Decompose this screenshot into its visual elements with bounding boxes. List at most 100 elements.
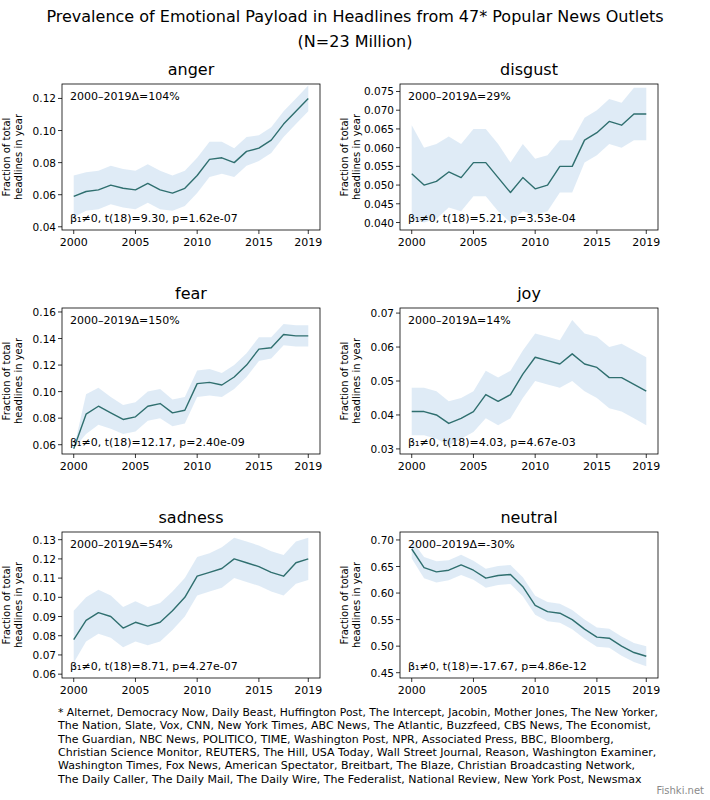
x-tick: [73, 230, 74, 234]
y-tick-label: 0.075: [364, 85, 394, 97]
annotation: β₁≠0, t(18)=5.21, p=3.53e-04: [408, 212, 576, 225]
y-tick: [58, 578, 62, 579]
y-tick-label: 0.03: [371, 443, 394, 455]
x-tick-label: 2010: [183, 684, 211, 697]
figure-title: Prevalence of Emotional Payload in Headl…: [46, 7, 663, 26]
x-tick-label: 2015: [245, 684, 273, 697]
y-tick-label: 0.13: [33, 534, 56, 546]
y-tick: [58, 635, 62, 636]
background: [0, 0, 710, 800]
y-tick-label: 0.08: [33, 412, 56, 424]
y-tick: [396, 128, 400, 129]
y-tick-label: 0.07: [371, 307, 394, 319]
x-tick-label: 2019: [632, 684, 660, 697]
data-line: [412, 549, 647, 656]
x-tick-label: 2005: [121, 684, 149, 697]
panel-title: joy: [516, 284, 541, 303]
y-tick: [58, 194, 62, 195]
y-tick-label: 0.06: [371, 341, 395, 353]
x-tick: [197, 454, 198, 458]
panel: sadness200020052010201520190.060.070.080…: [1, 508, 322, 697]
annotation: 2000–2019Δ=-30%: [408, 538, 515, 551]
confidence-band: [412, 88, 647, 223]
y-tick: [396, 313, 400, 314]
figure-title: (N=23 Million): [298, 32, 413, 51]
y-tick: [396, 166, 400, 167]
y-tick: [396, 347, 400, 348]
y-tick: [58, 98, 62, 99]
y-tick: [58, 391, 62, 392]
y-axis-label: Fraction of total: [339, 566, 350, 645]
data-line: [74, 335, 309, 449]
x-tick-label: 2000: [60, 236, 88, 249]
annotation: β₁≠0, t(18)=-17.67, p=4.86e-12: [408, 660, 587, 673]
figure: Prevalence of Emotional Payload in Headl…: [0, 0, 710, 800]
x-tick-label: 2019: [294, 684, 322, 697]
x-tick: [596, 678, 597, 682]
panel: fear200020052010201520190.060.080.100.12…: [1, 284, 322, 473]
x-tick: [258, 454, 259, 458]
y-tick: [396, 448, 400, 449]
data-line: [412, 114, 647, 193]
y-tick-label: 0.10: [33, 591, 56, 603]
x-tick-label: 2010: [183, 460, 211, 473]
footnote: Christian Science Monitor, REUTERS, The …: [58, 746, 656, 759]
footnote: The Daily Caller, The Daily Mail, The Da…: [57, 773, 642, 786]
y-tick: [58, 311, 62, 312]
data-line: [74, 559, 309, 640]
x-tick: [308, 678, 309, 682]
y-tick: [396, 91, 400, 92]
y-tick: [396, 593, 400, 594]
y-tick-label: 0.08: [33, 630, 56, 642]
y-tick: [396, 646, 400, 647]
watermark: Fishki.net: [656, 785, 704, 796]
y-tick-label: 0.04: [33, 221, 57, 233]
x-tick-label: 2000: [398, 460, 426, 473]
y-tick: [58, 162, 62, 163]
x-tick-label: 2019: [632, 460, 660, 473]
x-tick-label: 2015: [245, 460, 273, 473]
y-tick: [396, 566, 400, 567]
x-tick: [197, 678, 198, 682]
annotation: 2000–2019Δ=150%: [70, 314, 180, 327]
axes-frame: [62, 532, 320, 678]
x-tick: [535, 230, 536, 234]
x-tick: [473, 230, 474, 234]
y-tick-label: 0.65: [371, 561, 394, 573]
x-tick: [73, 454, 74, 458]
y-tick-label: 0.50: [371, 640, 394, 652]
y-tick-label: 0.09: [33, 611, 56, 623]
x-tick-label: 2015: [583, 684, 611, 697]
x-tick: [535, 678, 536, 682]
y-tick-label: 0.12: [33, 553, 56, 565]
x-tick-label: 2015: [583, 460, 611, 473]
y-axis-label: headlines in year: [13, 113, 24, 200]
y-tick-label: 0.05: [371, 375, 394, 387]
x-tick: [411, 230, 412, 234]
annotation: 2000–2019Δ=54%: [70, 538, 173, 551]
x-tick: [73, 678, 74, 682]
plot-area: [74, 538, 309, 663]
footnote: The Guardian, NBC News, POLITICO, TIME, …: [57, 733, 614, 746]
axes-frame: [62, 308, 320, 454]
y-tick-label: 0.055: [364, 160, 394, 172]
y-tick: [58, 444, 62, 445]
x-tick: [135, 454, 136, 458]
axes-frame: [400, 532, 658, 678]
x-tick: [308, 454, 309, 458]
y-tick: [396, 147, 400, 148]
annotation: 2000–2019Δ=14%: [408, 314, 511, 327]
plot-area: [412, 540, 647, 666]
y-axis-label: headlines in year: [351, 561, 362, 648]
x-tick-label: 2010: [521, 236, 549, 249]
y-axis-label: headlines in year: [351, 337, 362, 424]
axes-frame: [400, 84, 658, 230]
y-axis-label: Fraction of total: [339, 118, 350, 197]
x-tick-label: 2000: [398, 684, 426, 697]
x-tick-label: 2000: [398, 236, 426, 249]
y-tick-label: 0.065: [364, 123, 394, 135]
x-tick-label: 2019: [632, 236, 660, 249]
y-tick-label: 0.10: [33, 386, 56, 398]
y-tick-label: 0.12: [33, 359, 56, 371]
y-tick: [58, 365, 62, 366]
